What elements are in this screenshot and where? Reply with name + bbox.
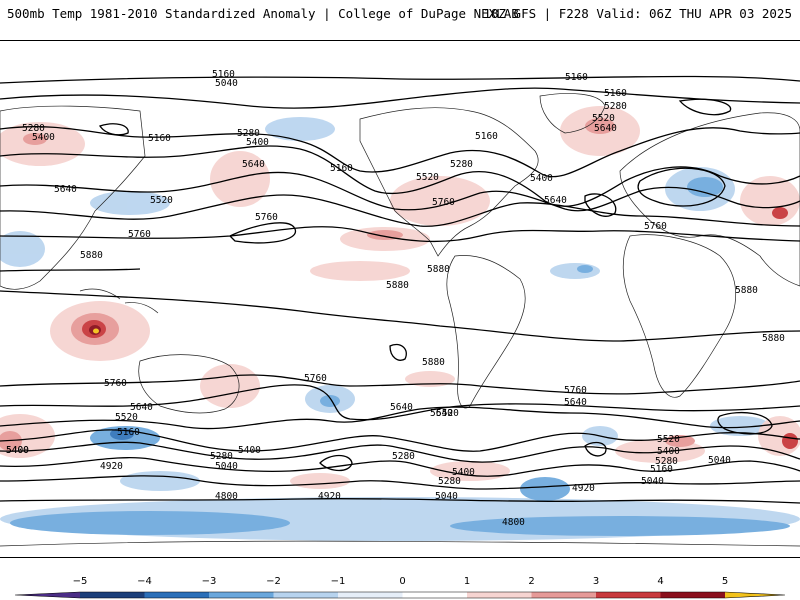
continent-outlines (0, 93, 800, 547)
contour-label: 5280 (655, 456, 678, 467)
contour-label: 5160 (117, 427, 140, 438)
colorbar-max-arrow (725, 592, 785, 598)
map-canvas: 5160 5040 5160 5280 5400 5160 5280 5400 … (0, 69, 800, 547)
contour-label: 5160 (650, 464, 673, 475)
contour-label: 5400 (238, 445, 261, 456)
model-run-info: 18Z GFS | F228 Valid: 06Z THU APR 03 202… (483, 6, 792, 21)
contour-label: 5880 (80, 250, 103, 261)
contour-label: 5400 (6, 445, 29, 456)
colorbar-tick-label: −4 (137, 576, 152, 587)
colorbar-tick-label: 3 (593, 576, 599, 587)
contour-label: 4800 (215, 491, 238, 502)
anomaly-map: 5160 5040 5160 5280 5400 5160 5280 5400 … (0, 40, 800, 558)
contour-label: 5160 (475, 131, 498, 142)
colorbar-swatch (660, 592, 726, 598)
contour-label: 5400 (6, 445, 29, 456)
colorbar-tick-label: −2 (266, 576, 281, 587)
contour-label: 5040 (641, 476, 664, 487)
anomaly-colorbar: −5 −4 −3 −2 −1 0 1 2 3 4 5 (14, 576, 786, 599)
contour-label: 5160 (148, 133, 171, 144)
contour-label: 5160 (565, 72, 588, 83)
contour-label: 5280 (210, 451, 233, 462)
contour-label: 5640 (130, 402, 153, 413)
colorbar-min-arrow (15, 592, 80, 598)
contour-label: 5760 (104, 378, 127, 389)
colorbar-swatch (80, 592, 145, 598)
contour-label: 5640 (544, 195, 567, 206)
contour-label: 5760 (432, 197, 455, 208)
colorbar-tick-label: 2 (528, 576, 534, 587)
contour-label: 5040 (435, 491, 458, 502)
negative-anomaly-shading (0, 117, 800, 541)
contour-label: 4920 (572, 483, 595, 494)
contour-label: 5880 (386, 280, 409, 291)
colorbar-tick-label: 4 (657, 576, 663, 587)
contour-label: 5400 (657, 446, 680, 457)
colorbar-tick-label: 0 (399, 576, 405, 587)
contour-label: 5880 (422, 357, 445, 368)
contour-label: 5760 (304, 373, 327, 384)
colorbar-swatch (338, 592, 403, 598)
height-contours (0, 75, 800, 504)
contour-label: 5160 (604, 88, 627, 99)
contour-label: 5160 (212, 69, 235, 80)
contour-label: 5640 (390, 402, 413, 413)
contour-label: 4800 (502, 517, 525, 528)
contour-label: 5760 (255, 212, 278, 223)
contour-label: 5520 (657, 434, 680, 445)
contour-label: 5280 (392, 451, 415, 462)
contour-label: 5400 (32, 132, 55, 143)
contour-label: 5280 (438, 476, 461, 487)
contour-label: 5880 (762, 333, 785, 344)
colorbar-swatches (14, 591, 786, 599)
colorbar-swatch (402, 592, 468, 598)
colorbar-swatch (596, 592, 661, 598)
contour-label: 5640 (594, 123, 617, 134)
colorbar-swatch (273, 592, 339, 598)
contour-label: 5760 (128, 229, 151, 240)
colorbar-swatch (467, 592, 532, 598)
contour-label: 5280 (450, 159, 473, 170)
positive-anomaly-shading (0, 106, 800, 489)
contour-label: 5760 (564, 385, 587, 396)
colorbar-swatch (209, 592, 274, 598)
colorbar-outline (14, 591, 786, 599)
contour-label: 5040 (708, 455, 731, 466)
contour-label: 4920 (100, 461, 123, 472)
colorbar-tick-label: 1 (464, 576, 470, 587)
contour-label: 5280 (22, 123, 45, 134)
contour-label: 5640 (430, 408, 453, 419)
contour-label: 5760 (644, 221, 667, 232)
contour-label: 5520 (150, 195, 173, 206)
contour-label: 5520 (592, 113, 615, 124)
contour-label: 5520 (115, 412, 138, 423)
contour-label: 5400 (530, 173, 553, 184)
contour-label: 5400 (246, 137, 269, 148)
contour-label: 5280 (237, 128, 260, 139)
map-title: 500mb Temp 1981-2010 Standardized Anomal… (7, 6, 519, 21)
contour-label: 5880 (735, 285, 758, 296)
colorbar-swatch (531, 592, 597, 598)
contour-label: 5040 (215, 78, 238, 89)
contour-labels: 5160 5040 5160 5280 5400 5160 5280 5400 … (6, 69, 785, 528)
colorbar-swatch (144, 592, 210, 598)
colorbar-tick-label: −3 (202, 576, 217, 587)
contour-label: 5160 (330, 163, 353, 174)
contour-label: 5040 (215, 461, 238, 472)
colorbar-tick-label: −1 (331, 576, 346, 587)
contour-label: 5520 (436, 408, 459, 419)
contour-label: 5520 (416, 172, 439, 183)
colorbar-ticks: −5 −4 −3 −2 −1 0 1 2 3 4 5 (73, 576, 729, 587)
contour-label: 5640 (564, 397, 587, 408)
contour-label: 5880 (427, 264, 450, 275)
contour-label: 5640 (242, 159, 265, 170)
contour-label: 4920 (318, 491, 341, 502)
contour-label: 5280 (604, 101, 627, 112)
contour-label: 5640 (54, 184, 77, 195)
contour-label: 5400 (452, 467, 475, 478)
colorbar-tick-label: 5 (722, 576, 728, 587)
colorbar-tick-label: −5 (73, 576, 88, 587)
